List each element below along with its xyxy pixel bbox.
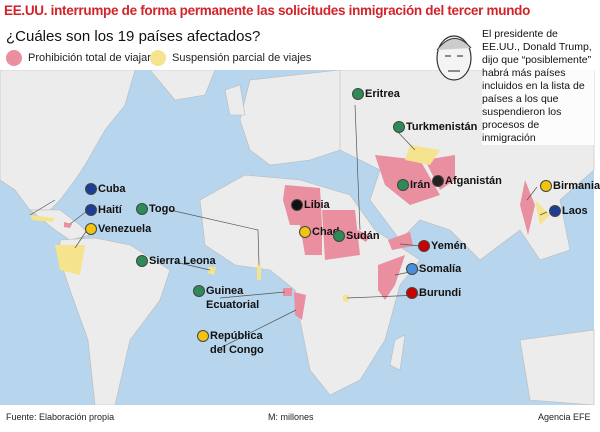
unit-note: M: millones xyxy=(268,412,314,422)
country-shape xyxy=(208,267,216,275)
country-shape xyxy=(30,215,55,222)
flag xyxy=(333,230,345,242)
flag xyxy=(540,180,552,192)
flag xyxy=(299,226,311,238)
flag xyxy=(418,240,430,252)
country-label: Togo xyxy=(149,203,176,215)
country-label: Cuba xyxy=(98,183,126,195)
flag xyxy=(352,88,364,100)
country-label: Irán xyxy=(410,179,431,191)
country-label: Birmania xyxy=(553,180,600,192)
country-label: Libia xyxy=(304,199,330,211)
country-label: Turkmenistán xyxy=(406,121,478,133)
country-label: Haití xyxy=(98,204,122,216)
country-shape xyxy=(257,265,261,280)
subtitle: ¿Cuáles son los 19 países afectados? xyxy=(6,28,261,45)
country-shape xyxy=(343,295,349,302)
country-shape xyxy=(405,145,440,165)
legend-swatch xyxy=(150,50,166,66)
flag xyxy=(432,175,444,187)
country-label: Eritrea xyxy=(365,88,400,100)
flag xyxy=(549,205,561,217)
source: Fuente: Elaboración propia xyxy=(6,412,115,422)
flag xyxy=(193,285,205,297)
flag xyxy=(85,204,97,216)
note: El presidente de EE.UU., Donald Trump, d… xyxy=(482,28,594,145)
flag xyxy=(85,183,97,195)
legend-item: Prohibición total de viajar xyxy=(6,50,151,66)
country-shape xyxy=(356,230,370,242)
country-label: Chad xyxy=(312,226,340,238)
legend-label: Suspensión parcial de viajes xyxy=(172,52,312,64)
flag xyxy=(136,203,148,215)
country-shape xyxy=(64,222,72,228)
country-label: Somalía xyxy=(419,263,462,275)
flag xyxy=(393,121,405,133)
agency: Agencia EFE xyxy=(538,412,591,422)
country-label: Afganistán xyxy=(445,175,502,187)
flag xyxy=(197,330,209,342)
title: EE.UU. interrumpe de forma permanente la… xyxy=(4,3,531,18)
country-shape xyxy=(283,288,292,296)
country-shape xyxy=(520,180,535,235)
legend-swatch xyxy=(6,50,22,66)
country-label: Laos xyxy=(562,205,588,217)
country-shape xyxy=(378,255,405,300)
country-shape xyxy=(535,200,550,225)
country-shape xyxy=(388,232,413,250)
country-label: Yemén xyxy=(431,240,467,252)
country-label: República del Congo xyxy=(210,330,264,356)
flag xyxy=(85,223,97,235)
portrait xyxy=(436,35,472,81)
legend-item: Suspensión parcial de viajes xyxy=(150,50,311,66)
country-label: Venezuela xyxy=(98,223,152,235)
country-label: Burundi xyxy=(419,287,462,299)
flag xyxy=(406,263,418,275)
country-shape xyxy=(375,155,440,205)
country-label: Sierra Leona xyxy=(149,255,216,267)
land xyxy=(0,70,595,405)
flag xyxy=(397,179,409,191)
country-shape xyxy=(55,245,85,275)
flag xyxy=(406,287,418,299)
leader-lines xyxy=(29,104,548,349)
flag xyxy=(136,255,148,267)
flag xyxy=(291,199,303,211)
country-shape xyxy=(425,155,455,190)
country-shape xyxy=(294,292,306,320)
legend-label: Prohibición total de viajar xyxy=(28,52,151,64)
country-label: Guinea Ecuatorial xyxy=(206,285,260,311)
country-label: Sudán xyxy=(346,230,380,242)
